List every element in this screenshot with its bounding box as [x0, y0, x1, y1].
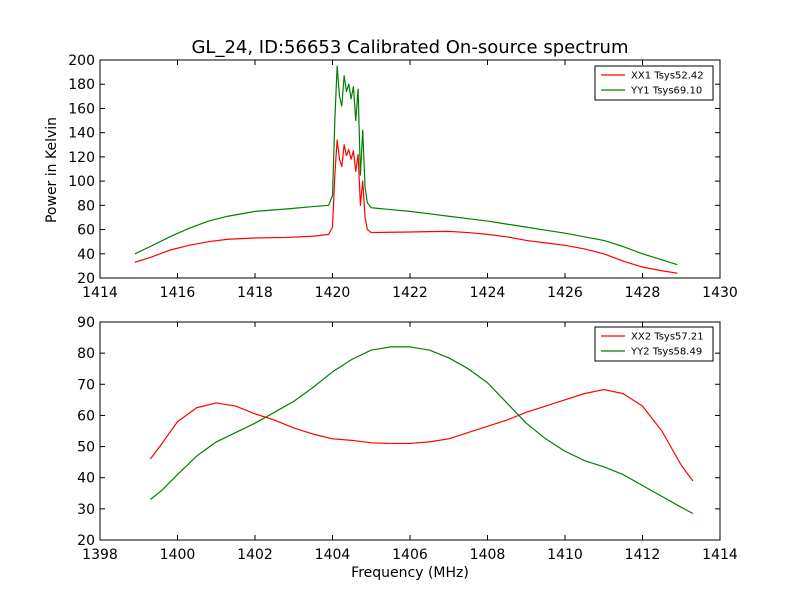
x-tick-label: 1400 [160, 547, 196, 563]
x-tick-label: 1414 [702, 547, 738, 563]
y-tick-label: 80 [77, 198, 95, 214]
x-tick-label: 1408 [470, 547, 506, 563]
x-tick-label: 1424 [470, 285, 506, 301]
y-tick-label: 50 [77, 440, 95, 456]
x-tick-label: 1422 [392, 285, 428, 301]
x-tick-label: 1404 [315, 547, 351, 563]
legend-label: YY1 Tsys69.10 [630, 86, 702, 97]
x-tick-label: 1416 [160, 285, 196, 301]
x-tick-label: 1410 [547, 547, 583, 563]
legend-label: YY2 Tsys58.49 [630, 347, 702, 358]
legend-box [594, 326, 714, 362]
y-tick-label: 70 [77, 377, 95, 393]
y-tick-label: 40 [77, 471, 95, 487]
x-axis-label: Frequency (MHz) [351, 565, 469, 581]
bottom-plot: 1398 1400 1402 1404 1406 1408 1410 1412 1414 20 30… [77, 315, 738, 563]
x-tick-label: 1430 [702, 285, 738, 301]
x-tick-label: 1412 [625, 547, 661, 563]
y-tick-label: 60 [77, 223, 95, 239]
y-tick-label: 140 [68, 126, 95, 142]
y-tick-label: 120 [68, 150, 95, 166]
x-tick-label: 1418 [237, 285, 273, 301]
y-tick-label: 60 [77, 408, 95, 424]
legend-label: XX1 Tsys52.42 [631, 71, 704, 82]
legend: XX1 Tsys52.42 YY1 Tsys69.10 [594, 65, 714, 101]
y-axis-label: Power in Kelvin [44, 117, 60, 223]
legend-label: XX2 Tsys57.21 [631, 332, 704, 343]
x-tick-label: 1406 [392, 547, 428, 563]
y-tick-label: 20 [77, 271, 95, 287]
y-tick-label: 180 [68, 77, 95, 93]
y-tick-label: 160 [68, 101, 95, 117]
y-tick-label: 90 [77, 315, 95, 331]
legend-box [594, 65, 714, 101]
x-tick-label: 1428 [625, 285, 661, 301]
y-tick-label: 80 [77, 346, 95, 362]
y-tick-label: 200 [68, 53, 95, 69]
x-tick-label: 1402 [237, 547, 273, 563]
y-tick-label: 100 [68, 174, 95, 190]
y-tick-label: 40 [77, 247, 95, 263]
series-line-xx2 [149, 388, 694, 482]
y-tick-label: 20 [77, 533, 95, 549]
legend: XX2 Tsys57.21 YY2 Tsys58.49 [594, 326, 714, 362]
y-tick-label: 30 [77, 502, 95, 518]
chart-title: GL_24, ID:56653 Calibrated On-source spe… [191, 37, 628, 58]
top-plot: 1414 1416 1418 1420 1422 1424 1426 1428 1430 20 40… [68, 53, 738, 301]
x-tick-label: 1398 [82, 547, 118, 563]
series-line-xx1 [134, 139, 678, 274]
x-tick-label: 1414 [82, 285, 118, 301]
series-line-yy1 [134, 65, 678, 266]
x-tick-label: 1426 [547, 285, 583, 301]
x-tick-label: 1420 [315, 285, 351, 301]
series-line-yy2 [149, 346, 694, 515]
